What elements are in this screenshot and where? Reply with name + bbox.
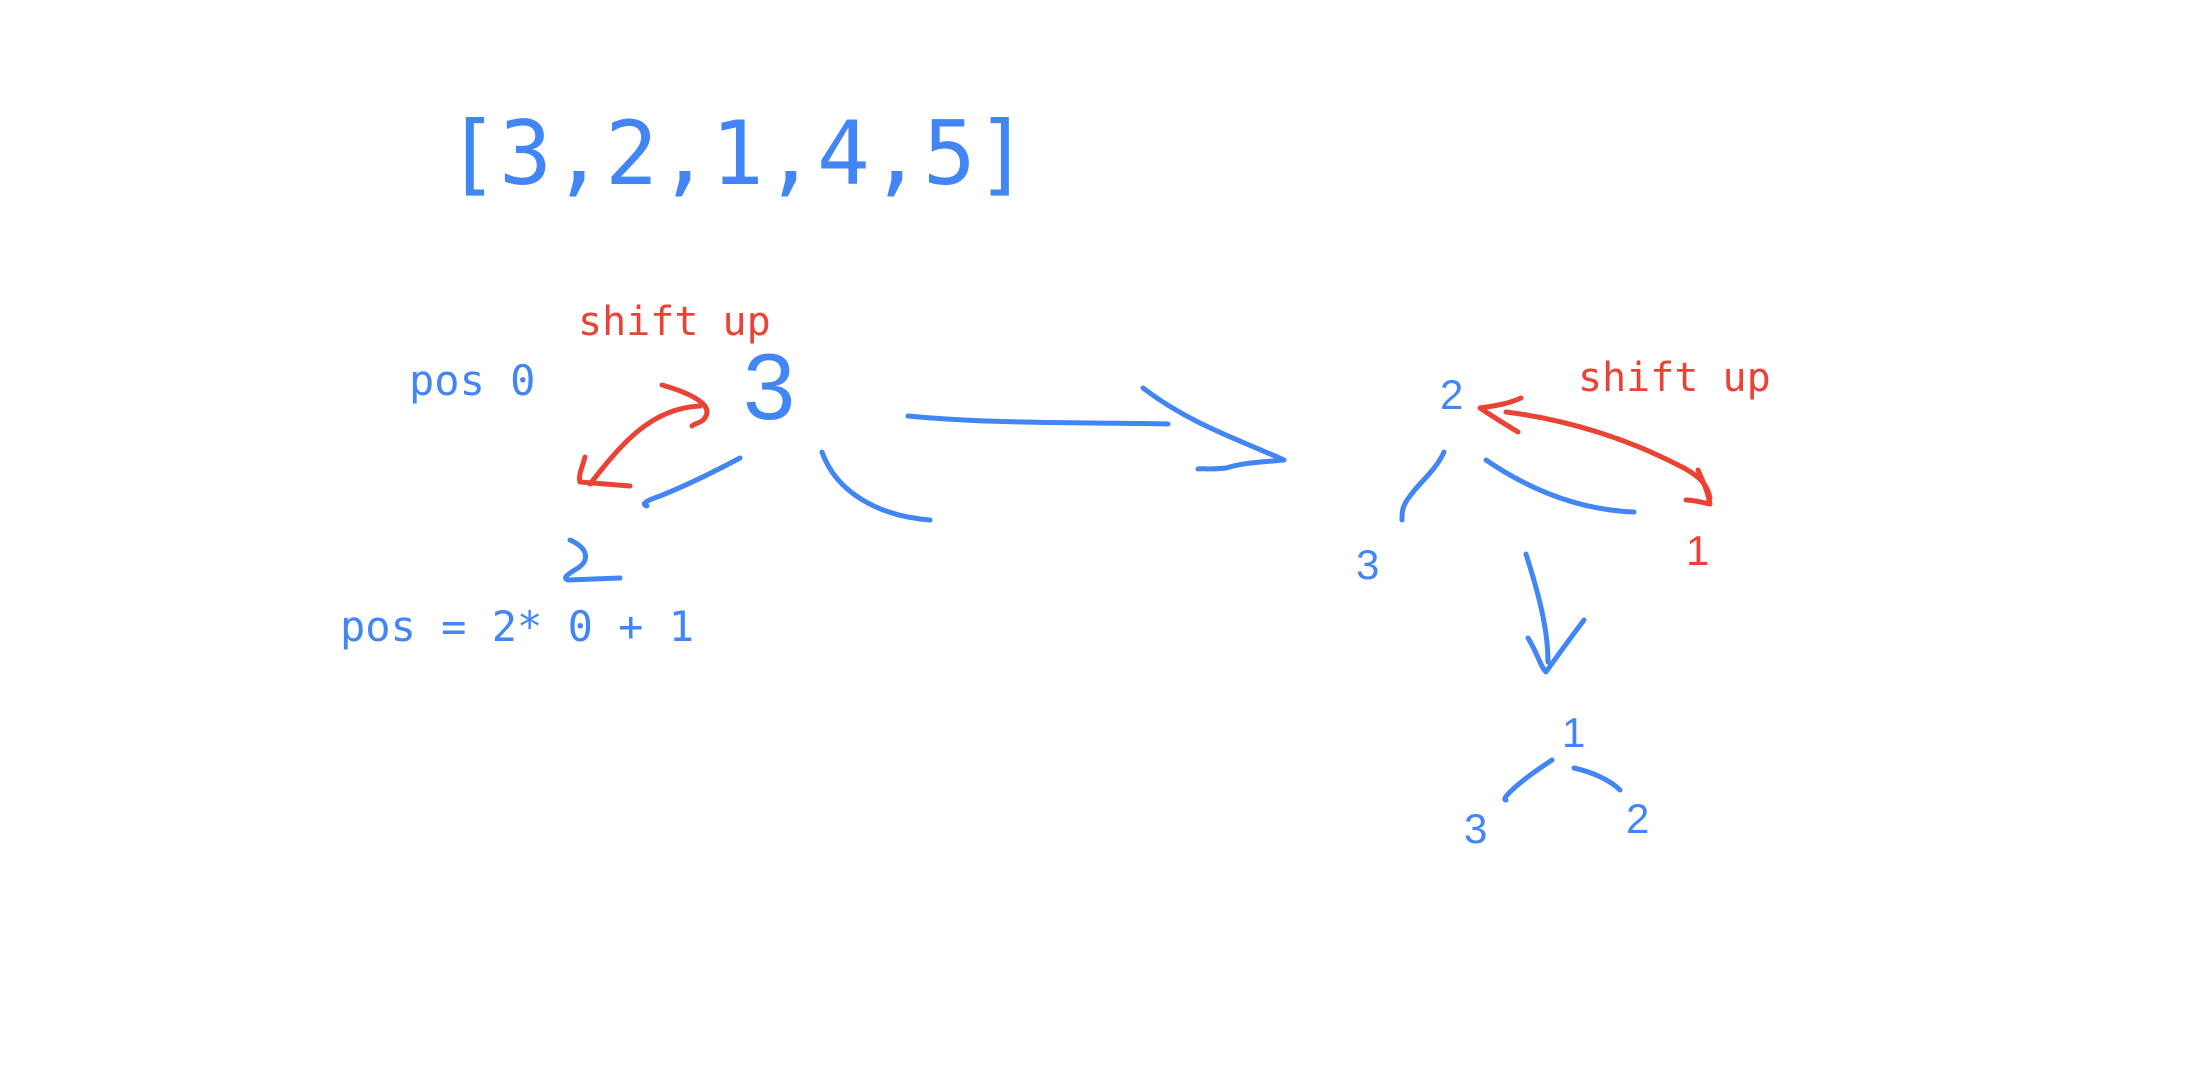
result-tree-left-child: 3 [1464, 805, 1488, 852]
pos-zero-label: pos 0 [409, 356, 536, 405]
result-tree-right-child: 2 [1626, 795, 1650, 842]
root-value-left: 3 [743, 334, 796, 439]
down-arrow-shaft [1523, 551, 1551, 665]
right-tree-left-branch [1399, 449, 1447, 523]
transition-arrow-shaft [905, 413, 1171, 427]
result-tree-root: 1 [1562, 709, 1586, 756]
swap-arrow-right-tail-head [1477, 395, 1524, 435]
swap-arrow-right-tip [1683, 467, 1713, 507]
transition-arrow-head [1140, 385, 1287, 472]
down-arrow-head [1525, 617, 1587, 675]
right-tree-root: 2 [1440, 371, 1464, 418]
shift-up-label-right: shift up [1578, 355, 1771, 401]
child-value-glyph [563, 537, 623, 583]
right-tree-right-branch [1483, 457, 1637, 515]
right-child-branch [819, 449, 933, 523]
swap-arrow-left-tip [577, 454, 633, 489]
swap-arrow-right-curve [1503, 409, 1713, 501]
swap-arrow-left-curve [587, 403, 703, 487]
shift-up-label-left: shift up [578, 299, 771, 345]
result-left-branch [1502, 757, 1555, 803]
swap-arrow-left-head [659, 382, 710, 429]
left-child-branch [641, 455, 743, 509]
right-tree-left-child: 3 [1356, 541, 1380, 588]
right-tree-right-child: 1 [1686, 527, 1710, 574]
result-right-branch [1571, 765, 1623, 793]
child-position-formula: pos = 2* 0 + 1 [340, 602, 695, 651]
array-label: [3,2,1,4,5] [446, 102, 1029, 205]
